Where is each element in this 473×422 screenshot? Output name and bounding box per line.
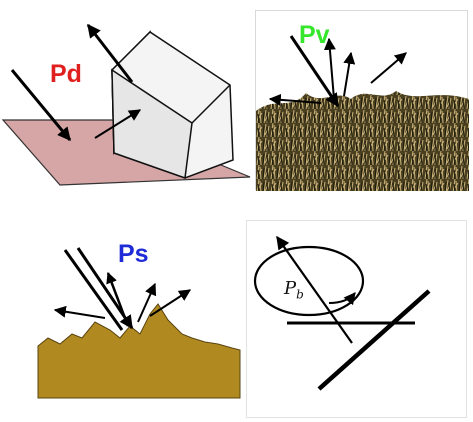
pd-label: Pd (50, 60, 82, 88)
rough-surface (37, 303, 241, 399)
ps-diagram (37, 247, 241, 399)
helix-ellipse (253, 245, 365, 317)
pb-label: Pb (284, 278, 304, 302)
propagation-arrow (276, 235, 353, 344)
scatter-up-arrow (323, 37, 336, 100)
incident-arrow-a (63, 249, 124, 331)
reflected-arrow (106, 271, 130, 327)
reflected-up-arrow (86, 23, 134, 83)
diagonal-bar (317, 289, 431, 391)
scatter-left-arrow (53, 305, 106, 319)
ps-label: Ps (118, 240, 149, 268)
rotation-arrow (328, 292, 356, 306)
panel-ps: Ps (0, 218, 252, 418)
scatter-left-arrow (268, 93, 322, 106)
scatter-right-arrow (370, 52, 407, 84)
incident-arrow (10, 69, 72, 142)
panel-pd: Pd (0, 0, 252, 192)
vegetation-canopy (256, 91, 469, 191)
scatter-far-right-arrow (149, 289, 192, 317)
pv-label: Pv (299, 21, 330, 49)
reflected-box-arrow (94, 109, 142, 139)
scatter-right-arrow (137, 282, 157, 323)
panel-pb: Pb (246, 220, 467, 418)
pd-diagram (1, 23, 251, 186)
pb-diagram (253, 235, 431, 391)
panel-pv: Pv (255, 10, 469, 191)
scatter-up-right-arrow (343, 51, 356, 97)
pv-diagram (256, 35, 469, 191)
box-side-face (111, 68, 193, 180)
incident-arrow (289, 35, 340, 108)
